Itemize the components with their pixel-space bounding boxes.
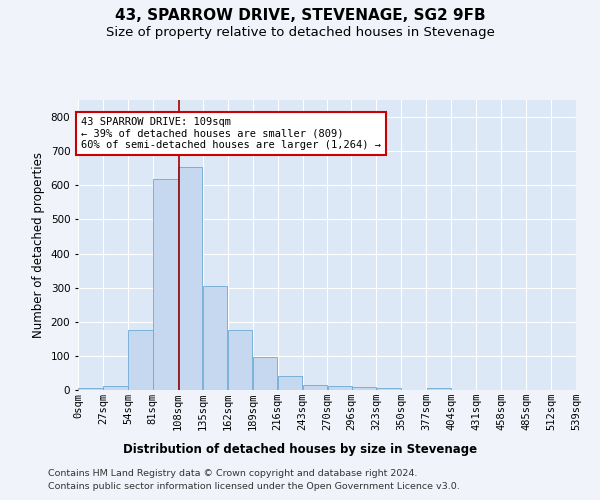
- Bar: [103, 386, 128, 390]
- Text: Contains HM Land Registry data © Crown copyright and database right 2024.: Contains HM Land Registry data © Crown c…: [48, 468, 418, 477]
- Text: Contains public sector information licensed under the Open Government Licence v3: Contains public sector information licen…: [48, 482, 460, 491]
- Bar: [278, 376, 302, 390]
- Y-axis label: Number of detached properties: Number of detached properties: [32, 152, 45, 338]
- Bar: [253, 357, 277, 390]
- Text: Size of property relative to detached houses in Stevenage: Size of property relative to detached ho…: [106, 26, 494, 39]
- Bar: [128, 330, 152, 390]
- Bar: [203, 286, 227, 390]
- Bar: [228, 330, 253, 390]
- Bar: [178, 166, 202, 390]
- Bar: [153, 179, 178, 390]
- Bar: [352, 386, 376, 390]
- Text: 43, SPARROW DRIVE, STEVENAGE, SG2 9FB: 43, SPARROW DRIVE, STEVENAGE, SG2 9FB: [115, 8, 485, 22]
- Bar: [427, 388, 451, 390]
- Bar: [328, 386, 352, 390]
- Bar: [377, 388, 401, 390]
- Bar: [303, 385, 327, 390]
- Text: 43 SPARROW DRIVE: 109sqm
← 39% of detached houses are smaller (809)
60% of semi-: 43 SPARROW DRIVE: 109sqm ← 39% of detach…: [81, 117, 381, 150]
- Bar: [78, 388, 103, 390]
- Text: Distribution of detached houses by size in Stevenage: Distribution of detached houses by size …: [123, 442, 477, 456]
